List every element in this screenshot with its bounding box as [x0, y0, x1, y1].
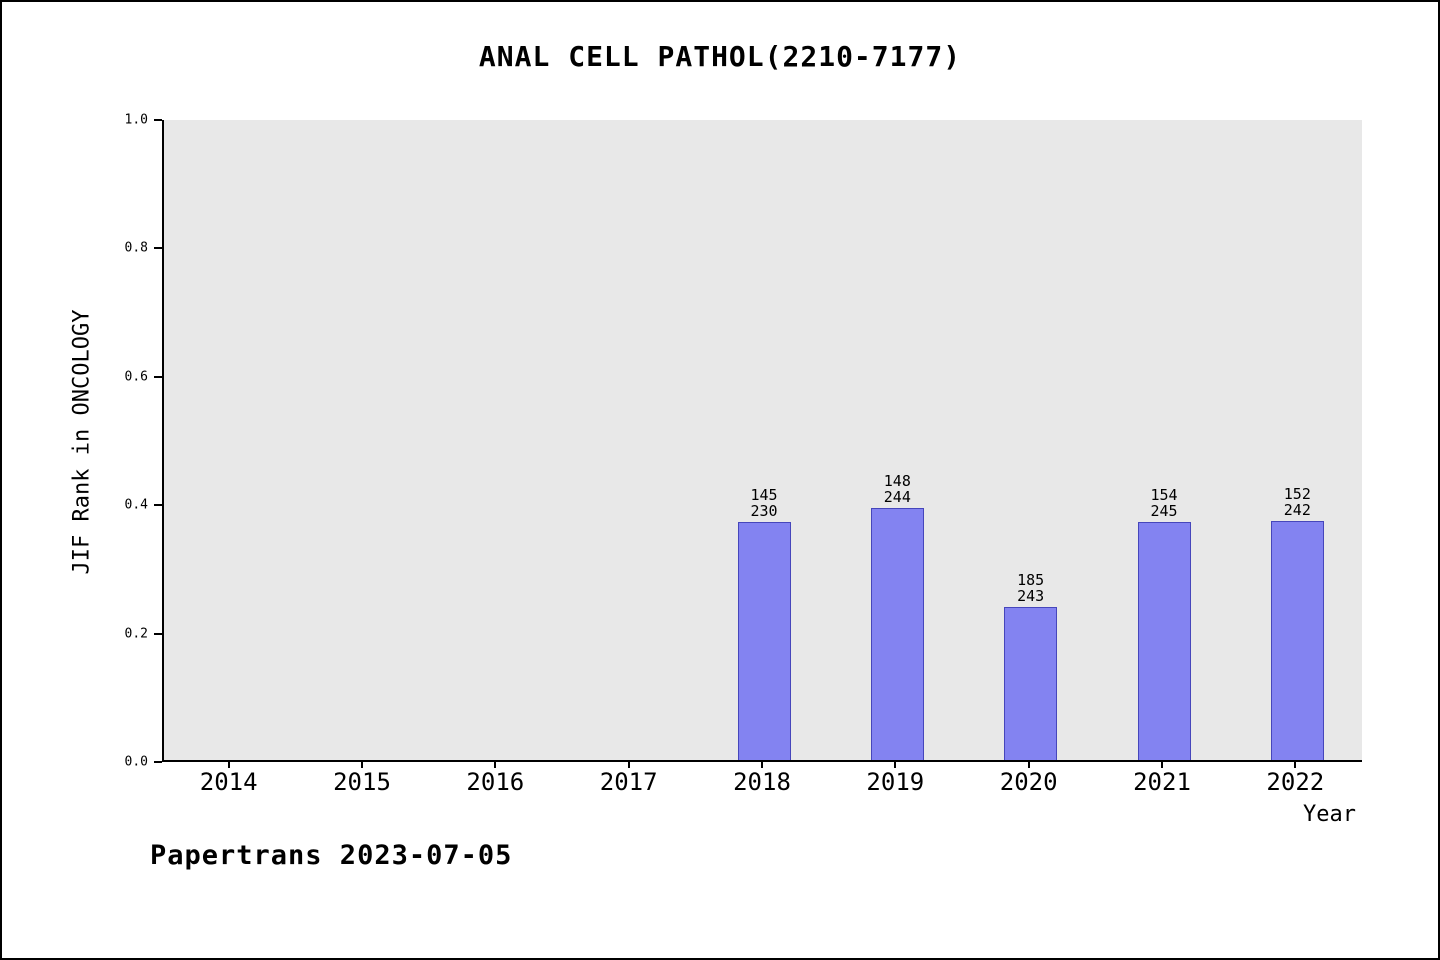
bar-label-2022: 152 242: [1283, 485, 1311, 519]
bar-2019: [870, 508, 924, 760]
bar-label-2020: 185 243: [1017, 571, 1045, 605]
y-tick-label: 1.0: [124, 112, 148, 128]
y-tick-mark: [154, 247, 162, 250]
x-tick-mark: [361, 762, 363, 768]
y-tick-label: 0.8: [124, 240, 148, 256]
x-tick-mark: [494, 762, 497, 768]
y-tick-mark: [154, 119, 162, 121]
bar-2022: [1270, 521, 1324, 760]
x-tick-label: 2021: [1133, 768, 1191, 796]
x-tick-label: 2018: [733, 768, 791, 796]
x-axis-title: Year: [1303, 802, 1356, 827]
y-tick-mark: [154, 632, 162, 635]
bar-label-2019: 148 244: [883, 472, 911, 506]
x-tick-mark: [627, 762, 630, 768]
watermark-footer: Papertrans 2023-07-05: [150, 840, 513, 871]
y-tick-mark: [154, 761, 162, 763]
chart-title: ANAL CELL PATHOL(2210-7177): [478, 40, 962, 73]
x-tick-mark: [1294, 762, 1297, 768]
x-tick-label: 2016: [466, 768, 525, 796]
x-tick-mark: [1027, 762, 1030, 768]
x-tick-label: 2019: [866, 768, 925, 796]
y-tick-label: 0.2: [124, 626, 148, 642]
x-tick-mark: [1161, 762, 1163, 768]
x-tick-mark: [894, 762, 897, 768]
bar-2020: [1004, 607, 1058, 760]
x-tick-label: 2015: [333, 768, 391, 796]
x-tick-label: 2020: [999, 768, 1058, 796]
x-tick-mark: [761, 762, 763, 768]
x-tick-label: 2017: [599, 768, 658, 796]
y-tick-mark: [154, 375, 162, 378]
y-tick-mark: [154, 504, 162, 507]
bar-2021: [1137, 522, 1191, 760]
y-axis-title: JIF Rank in ONCOLOGY: [69, 309, 95, 575]
x-tick-label: 2014: [199, 768, 258, 796]
bar-2018: [737, 522, 791, 760]
bar-label-2021: 154 245: [1150, 486, 1178, 520]
x-tick-label: 2022: [1266, 768, 1325, 796]
plot-area: 145 230 148 244 185 243 154 245 152 242: [162, 120, 1362, 762]
bar-label-2018: 145 230: [750, 486, 778, 520]
x-tick-mark: [227, 762, 230, 768]
y-tick-label: 0.0: [124, 754, 148, 770]
